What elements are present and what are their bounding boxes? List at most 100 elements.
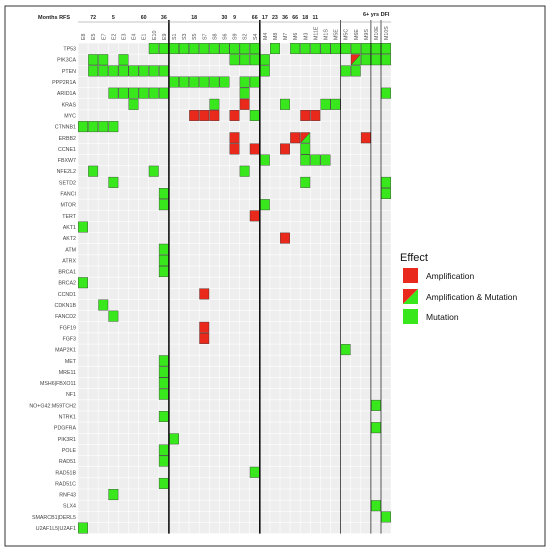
empty-cell [270,322,280,333]
empty-cell [199,433,209,445]
sample-label: E7 [101,33,107,40]
cell-mutation-map2k1-m5c [340,344,351,356]
empty-cell [108,288,119,300]
empty-cell [229,99,240,110]
empty-cell [300,299,310,311]
empty-cell [229,344,240,355]
empty-cell [98,43,108,54]
empty-cell [250,422,260,433]
empty-cell [260,377,270,389]
empty-cell [169,188,179,199]
sample-label: S4 [253,33,259,40]
empty-cell [229,199,240,210]
empty-cell [320,165,331,177]
empty-cell [361,99,371,110]
empty-cell [229,511,240,523]
empty-cell [209,455,220,467]
empty-cell [169,165,179,177]
empty-cell [250,221,260,233]
cell-amplification-myc-s7 [199,109,210,121]
empty-cell [381,299,391,311]
empty-cell [260,455,270,467]
empty-cell [290,355,300,367]
empty-cell [371,110,381,121]
empty-cell [320,400,331,411]
empty-cell [199,467,209,478]
cell-mutation-pik3ca-s2 [239,54,250,66]
cell-amplification-tert-s4 [249,210,260,222]
empty-cell [239,221,250,233]
empty-cell [199,210,209,222]
empty-cell [98,244,108,255]
legend-title: Effect [400,252,428,264]
empty-cell [169,355,179,367]
cell-mutation-mtor-e9 [158,199,169,211]
empty-cell [118,422,129,433]
gene-label: NO+G42:M59TCH2 [29,403,76,409]
cell-mutation-tp53-e9 [158,43,169,55]
gene-label: PIK3R1 [58,437,76,443]
empty-cell [219,444,230,456]
empty-cell [290,255,300,266]
empty-cell [98,310,108,322]
empty-cell [330,76,341,88]
empty-cell [351,188,361,199]
empty-cell [381,489,391,500]
empty-cell [219,500,230,511]
empty-cell [179,310,189,322]
cell-mutation-tp53-m1s [320,43,331,55]
months-rfs-header: Months RFS [38,15,70,21]
empty-cell [330,333,341,344]
empty-cell [149,210,159,222]
empty-cell [159,121,169,132]
empty-cell [250,444,260,456]
empty-cell [149,355,159,367]
empty-cell [88,221,98,233]
empty-cell [229,322,240,333]
gene-label: NTRK1 [59,415,76,421]
empty-cell [169,388,179,400]
cell-mutation-ppp2r1a-s6 [219,76,230,88]
empty-cell [88,143,98,155]
empty-cell [351,411,361,422]
empty-cell [361,388,371,400]
empty-cell [209,65,220,77]
empty-cell [239,310,250,322]
empty-cell [290,177,300,188]
months-rfs-value: 9 [233,15,236,21]
empty-cell [361,199,371,210]
empty-cell [250,87,260,99]
empty-cell [239,366,250,378]
empty-cell [169,444,179,456]
empty-cell [179,322,189,333]
empty-cell [128,322,139,333]
empty-cell [300,455,310,467]
empty-cell [98,366,108,378]
empty-cell [270,299,280,311]
empty-cell [138,388,149,400]
empty-cell [179,489,189,500]
empty-cell [239,121,250,132]
empty-cell [189,411,199,422]
empty-cell [78,489,88,500]
empty-cell [98,210,108,222]
empty-cell [300,467,310,478]
empty-cell [108,400,119,411]
empty-cell [239,177,250,188]
legend-swatch-mutation-part [403,289,418,304]
empty-cell [320,511,331,523]
empty-cell [351,87,361,99]
empty-cell [209,165,220,177]
empty-cell [300,411,310,422]
empty-cell [290,322,300,333]
empty-cell [280,244,290,255]
empty-cell [98,455,108,467]
empty-cell [199,244,209,255]
empty-cell [179,411,189,422]
empty-cell [189,500,199,511]
empty-cell [260,87,270,99]
empty-cell [290,110,300,121]
empty-cell [229,87,240,99]
empty-cell [179,244,189,255]
